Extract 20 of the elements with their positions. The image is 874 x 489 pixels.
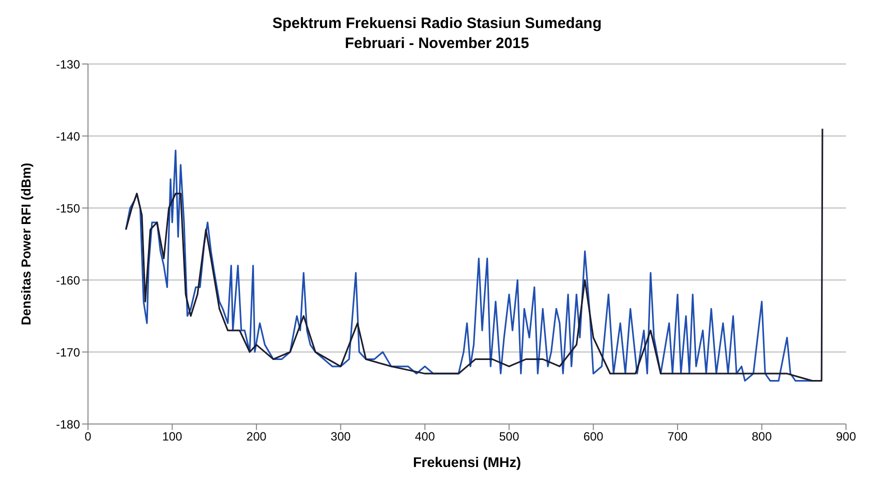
x-tick-label: 500 xyxy=(499,430,520,444)
x-tick-label: 700 xyxy=(668,430,688,444)
x-tick-label: 300 xyxy=(330,430,351,444)
chart-subtitle: Februari - November 2015 xyxy=(344,34,530,54)
y-tick-label: -160 xyxy=(56,273,80,288)
x-tick-label: 200 xyxy=(246,430,267,444)
y-tick-label: -130 xyxy=(56,57,80,72)
x-tick-label: 0 xyxy=(84,430,92,444)
y-tick-label: -180 xyxy=(56,417,80,432)
x-tick-label: 600 xyxy=(583,430,604,444)
y-axis-title: Densitas Power RFI (dBm) xyxy=(18,162,34,326)
y-tick-label: -170 xyxy=(56,345,80,360)
y-tick-label: -150 xyxy=(56,201,80,216)
x-tick-label: 400 xyxy=(414,430,436,444)
x-axis-title: Frekuensi (MHz) xyxy=(412,454,522,470)
x-tick-label: 100 xyxy=(162,430,183,444)
y-tick-label: -140 xyxy=(56,129,80,144)
x-tick-label: 900 xyxy=(836,430,856,444)
chart-title: Spektrum Frekuensi Radio Stasiun Sumedang xyxy=(271,14,603,34)
x-tick-label: 800 xyxy=(752,430,772,444)
